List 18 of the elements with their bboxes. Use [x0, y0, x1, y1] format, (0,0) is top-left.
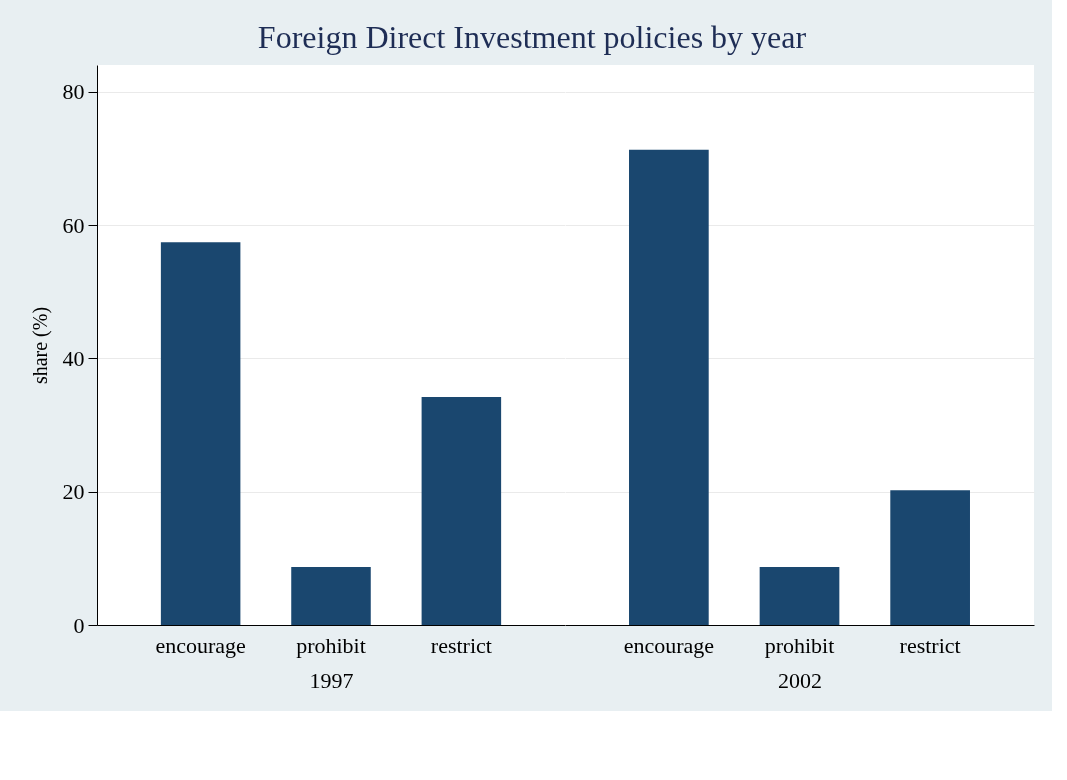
y-tick-label: 80	[62, 79, 85, 105]
y-axis-title: share (%)	[28, 306, 52, 385]
y-tick-label: 0	[73, 612, 85, 638]
y-tick-label: 40	[62, 345, 85, 371]
x-tick-label: encourage	[623, 632, 715, 658]
bar	[160, 242, 241, 625]
x-tick-label: prohibit	[764, 632, 835, 658]
x-axis-title: 2002	[778, 667, 822, 693]
x-tick-label: encourage	[155, 632, 246, 658]
x-axis-title: 1997	[309, 667, 354, 693]
chart-title: Foreign Direct Investment policies by year	[257, 19, 807, 55]
x-tick-label: restrict	[430, 632, 492, 658]
x-tick-label: prohibit	[296, 632, 366, 658]
x-tick-label: restrict	[899, 632, 961, 658]
y-tick-label: 60	[62, 212, 85, 238]
bar	[421, 397, 502, 625]
bar	[291, 567, 371, 625]
y-tick-label: 20	[62, 479, 85, 505]
